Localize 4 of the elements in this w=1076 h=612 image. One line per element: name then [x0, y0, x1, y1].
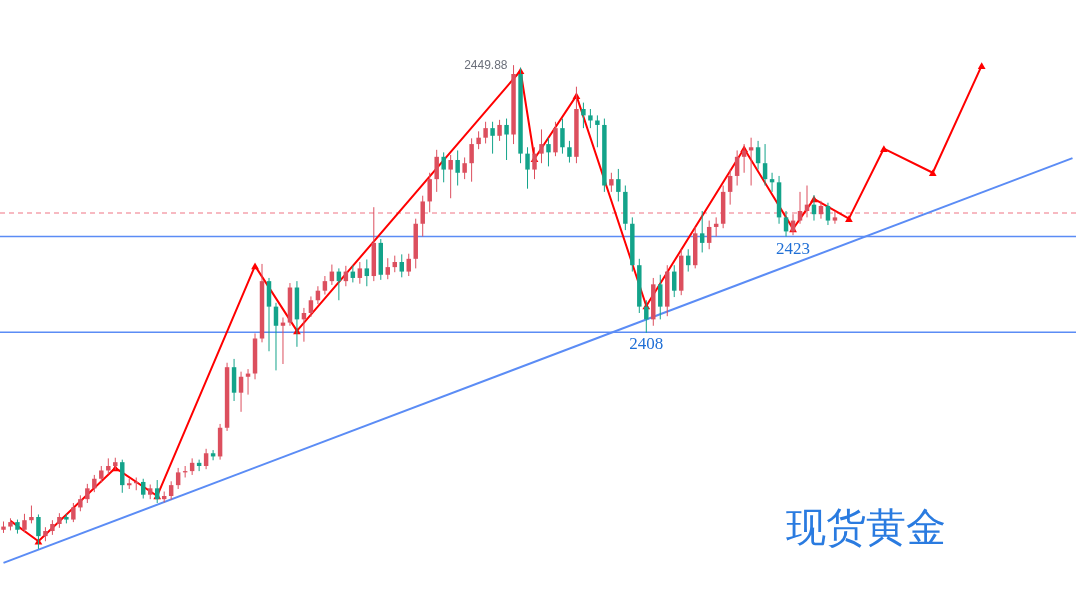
ref-line-label: 2408 — [629, 334, 664, 354]
ref-line-label: 2423 — [776, 238, 811, 258]
annotation: 现货黄金 — [786, 505, 947, 551]
annotation: 2449.88 — [464, 58, 508, 73]
